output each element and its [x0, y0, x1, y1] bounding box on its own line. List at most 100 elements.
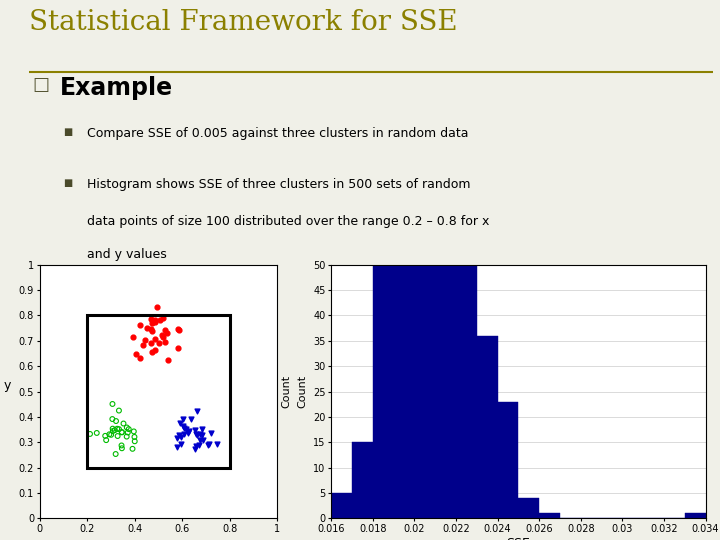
X-axis label: SSE: SSE [506, 537, 531, 540]
Point [177, 422, 189, 430]
Bar [415, 36, 435, 518]
Point [158, 333, 169, 342]
Point [128, 427, 140, 436]
Point [202, 441, 214, 449]
Text: and y values: and y values [87, 248, 167, 261]
Point [140, 335, 151, 344]
Point [113, 425, 125, 434]
Point [116, 444, 127, 453]
Point [194, 430, 206, 438]
Point [175, 440, 186, 449]
Point [160, 326, 171, 335]
Point [123, 425, 135, 434]
Point [189, 444, 201, 453]
Point [84, 430, 96, 438]
Point [107, 424, 118, 433]
Point [130, 349, 142, 358]
Point [121, 432, 132, 441]
Point [127, 444, 138, 453]
Point [156, 330, 167, 339]
Text: ■: ■ [63, 178, 72, 188]
X-axis label: x: x [155, 537, 162, 540]
Point [205, 429, 217, 437]
Point [110, 450, 122, 458]
Point [194, 435, 205, 444]
Point [147, 326, 158, 335]
Point [197, 435, 209, 444]
Point [174, 326, 185, 335]
Point [112, 424, 123, 433]
Bar [539, 514, 560, 518]
Point [145, 324, 156, 333]
Point [185, 415, 197, 423]
Point [154, 316, 166, 325]
Bar [456, 153, 477, 518]
Bar [477, 336, 498, 518]
Point [189, 426, 201, 434]
Point [127, 333, 139, 342]
Bar [373, 265, 394, 518]
Point [191, 430, 202, 439]
Point [173, 343, 184, 352]
Point [146, 347, 158, 356]
Point [129, 437, 140, 445]
Point [110, 417, 122, 426]
Point [107, 427, 119, 435]
Point [145, 314, 157, 323]
Bar [331, 493, 352, 518]
Point [134, 320, 145, 329]
Point [141, 324, 153, 333]
Point [105, 430, 117, 439]
Point [122, 428, 133, 437]
Text: Example: Example [60, 76, 173, 99]
Point [197, 430, 208, 439]
Point [99, 431, 111, 440]
Point [149, 315, 161, 324]
Point [163, 356, 174, 365]
Text: ■: ■ [63, 127, 72, 137]
Point [190, 430, 202, 438]
Point [116, 428, 127, 436]
Text: □: □ [32, 76, 49, 93]
Y-axis label: Count: Count [297, 375, 307, 408]
Point [178, 415, 189, 423]
Bar [352, 442, 373, 518]
Bar [498, 402, 518, 518]
Text: Compare SSE of 0.005 against three clusters in random data: Compare SSE of 0.005 against three clust… [87, 127, 469, 140]
Point [118, 419, 130, 428]
Point [191, 441, 202, 450]
Point [203, 440, 215, 448]
Point [159, 337, 171, 346]
Point [150, 346, 161, 354]
Point [134, 353, 145, 362]
Point [138, 341, 149, 349]
Point [194, 441, 205, 449]
Point [175, 433, 186, 441]
Point [150, 303, 162, 312]
Point [174, 430, 185, 439]
Bar [685, 514, 706, 518]
Point [112, 431, 123, 440]
Point [197, 425, 208, 434]
Point [121, 423, 132, 432]
Point [100, 436, 112, 444]
Y-axis label: y: y [4, 379, 12, 392]
Point [116, 441, 127, 450]
Point [107, 400, 118, 408]
Point [147, 319, 158, 327]
Point [107, 415, 118, 423]
Point [109, 426, 120, 435]
Point [192, 407, 203, 415]
Text: Count: Count [282, 375, 292, 408]
Point [171, 442, 183, 451]
Point [116, 428, 127, 437]
Point [104, 430, 115, 438]
Point [161, 329, 173, 338]
Point [171, 434, 183, 442]
Point [172, 325, 184, 333]
Bar [87, 315, 230, 468]
Bar [518, 498, 539, 518]
Point [150, 334, 161, 343]
Point [153, 338, 165, 347]
Bar [394, 184, 415, 518]
